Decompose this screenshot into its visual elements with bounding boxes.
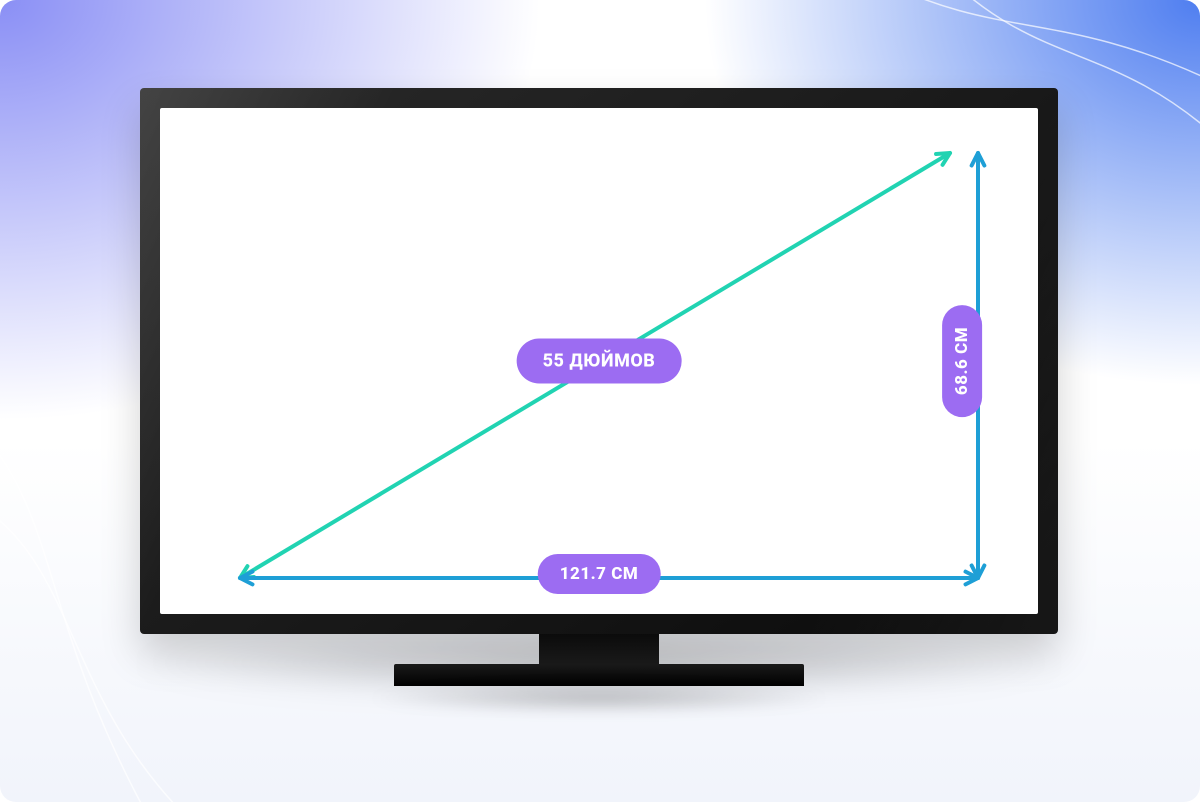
tv-frame: 55 ДЮЙМОВ 121.7 СМ 68.6 СМ: [140, 88, 1058, 634]
tv-stand-base: [394, 664, 804, 686]
height-badge: 68.6 СМ: [942, 305, 982, 417]
tv-screen: 55 ДЮЙМОВ 121.7 СМ 68.6 СМ: [160, 108, 1038, 614]
tv-illustration: 55 ДЮЙМОВ 121.7 СМ 68.6 СМ: [140, 88, 1058, 708]
width-badge: 121.7 СМ: [538, 554, 661, 594]
diagonal-badge: 55 ДЮЙМОВ: [517, 339, 682, 384]
infographic-canvas: 55 ДЮЙМОВ 121.7 СМ 68.6 СМ: [0, 0, 1200, 802]
tv-stand-neck: [539, 634, 659, 668]
